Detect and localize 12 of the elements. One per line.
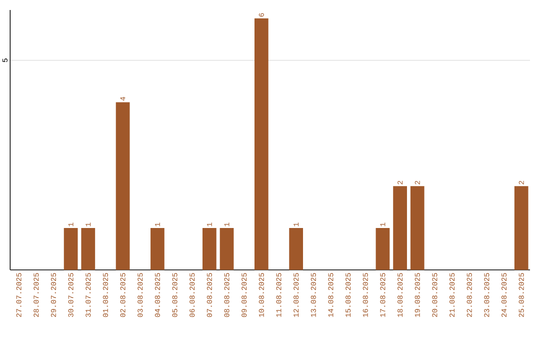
bar [81, 228, 96, 270]
bar [393, 186, 407, 270]
bar [220, 228, 234, 270]
bar [150, 228, 164, 270]
bar [376, 228, 390, 270]
bar [410, 186, 424, 270]
bar [116, 102, 130, 270]
bar [289, 228, 304, 270]
bar [514, 186, 528, 270]
bar [64, 228, 78, 270]
bar [254, 18, 268, 270]
bar [202, 228, 216, 270]
